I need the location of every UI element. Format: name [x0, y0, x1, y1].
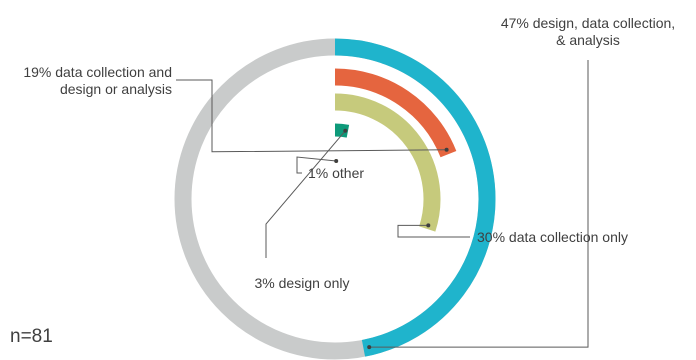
data-label-0-line-0: 47% design, data collection,	[501, 15, 675, 31]
bar-data-collection-and-design-or-analysis	[334, 68, 457, 158]
data-label-2-line-0: 30% data collection only	[477, 229, 628, 245]
data-label-0: 47% design, data collection, & analysis	[501, 15, 675, 48]
bar-design-only	[334, 123, 350, 138]
leader-line-4	[296, 156, 337, 174]
leader-dot-3	[343, 128, 348, 133]
leader-line-0	[369, 60, 589, 348]
data-label-1: 19% data collection and design or analysi…	[23, 64, 172, 97]
data-label-4: 1% other	[308, 165, 364, 181]
data-label-2: 30% data collection only	[477, 229, 628, 245]
bar-design-data-collection-analysis	[334, 38, 496, 357]
data-label-3-line-0: 3% design only	[255, 275, 350, 291]
leader-dot-0	[367, 345, 372, 350]
bar-data-collection-only	[334, 93, 441, 232]
data-label-0-line-1: & analysis	[556, 32, 620, 48]
data-label-1-line-0: 19% data collection and	[23, 64, 172, 80]
data-label-1-line-1: design or analysis	[60, 81, 172, 97]
leader-line-2	[397, 224, 470, 238]
leader-dot-1	[444, 147, 449, 152]
leader-dot-2	[426, 223, 431, 228]
data-label-4-line-0: 1% other	[308, 165, 364, 181]
leader-dot-4	[334, 159, 339, 163]
data-label-3: 3% design only	[255, 275, 350, 291]
leader-line-1	[176, 79, 447, 153]
leader-line-3	[265, 130, 346, 258]
sample-size-note: n=81	[10, 326, 53, 347]
